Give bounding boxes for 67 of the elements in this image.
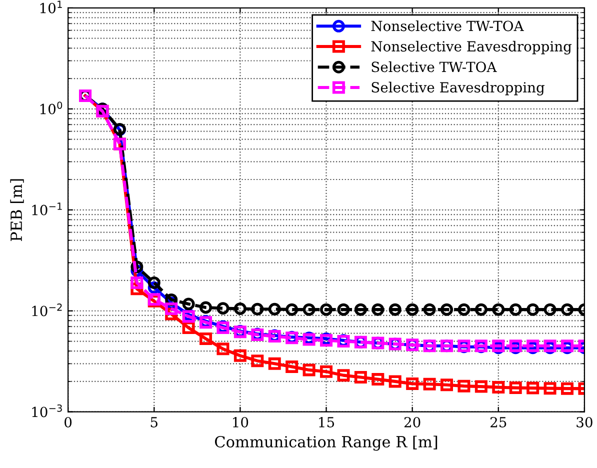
point [544, 382, 556, 395]
y-tick-label: 10$^{−2}$ [32, 304, 62, 316]
point [286, 360, 298, 373]
legend-label: Selective TW-TOA [372, 61, 497, 72]
point [440, 303, 454, 316]
x-tick-label: 30 [576, 416, 592, 428]
point [561, 303, 574, 316]
point [354, 371, 367, 384]
point [148, 276, 160, 289]
point [251, 354, 264, 368]
point [286, 303, 298, 316]
x-tick-label: 25 [490, 416, 506, 428]
y-tick-label: 10$^{−1}$ [32, 202, 62, 216]
y-axis-title: PEB [m] [10, 179, 24, 242]
point [526, 303, 540, 316]
x-tick-label: 10 [233, 416, 248, 428]
point [509, 303, 522, 316]
legend-label: Nonselective TW-TOA [371, 20, 524, 32]
point [423, 303, 436, 316]
x-tick-label: 15 [319, 416, 334, 428]
point [130, 276, 144, 289]
point [302, 303, 316, 316]
point [509, 382, 522, 394]
point [182, 322, 195, 334]
legend-label: Nonselective Eavesdropping [371, 40, 572, 54]
point [268, 357, 281, 370]
legend-label: Selective Eavesdropping [372, 82, 544, 96]
point [337, 303, 350, 316]
point [406, 303, 419, 316]
point [234, 349, 246, 362]
point [372, 303, 384, 316]
point [268, 302, 281, 316]
point [200, 332, 212, 345]
y-tick-label: 10$^{1}$ [40, 0, 62, 14]
point [251, 302, 264, 316]
point [320, 303, 333, 316]
point [354, 303, 367, 316]
point [474, 303, 488, 316]
x-axis-title: Communication Range R [m] [214, 436, 438, 451]
point [182, 298, 195, 310]
point [320, 365, 333, 378]
point [372, 373, 384, 386]
y-tick-label: 10$^{0}$ [40, 102, 62, 114]
point [337, 369, 350, 382]
point [440, 378, 454, 392]
point [302, 364, 316, 376]
point [388, 375, 402, 388]
x-tick-label: 5 [150, 417, 158, 428]
point [234, 302, 246, 315]
x-tick-label: 20 [404, 416, 420, 428]
point [492, 303, 505, 316]
point [216, 342, 230, 356]
point [492, 381, 505, 394]
point [216, 302, 230, 315]
point [423, 378, 436, 390]
point [388, 303, 402, 316]
point [561, 382, 574, 395]
point [406, 377, 419, 390]
point [165, 302, 178, 315]
x-tick-label: 0 [64, 416, 72, 428]
point [458, 303, 470, 316]
point [544, 303, 556, 316]
point [526, 382, 540, 394]
y-tick-label: 10$^{−3}$ [32, 404, 62, 418]
point [474, 380, 488, 393]
point [458, 380, 470, 392]
point [200, 301, 212, 314]
